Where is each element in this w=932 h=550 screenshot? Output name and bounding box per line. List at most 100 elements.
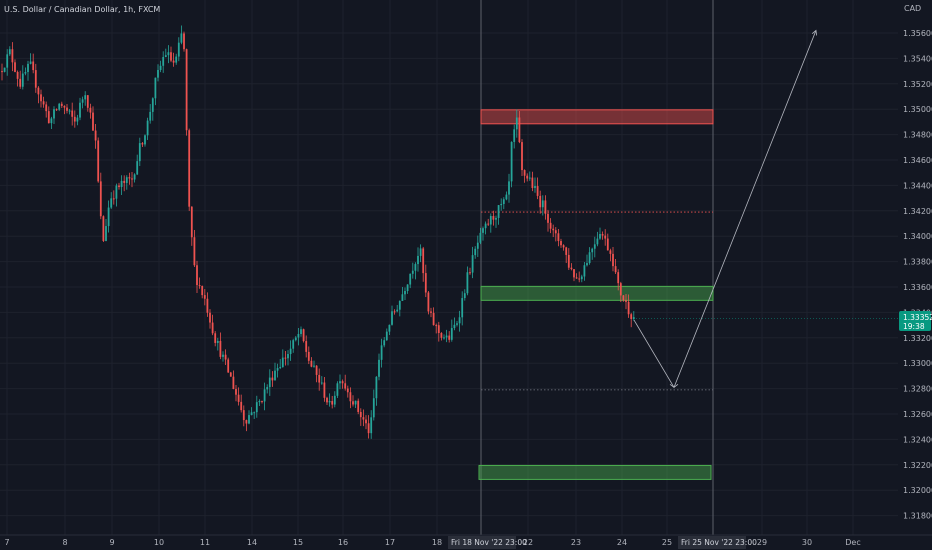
candle-body xyxy=(489,216,492,225)
candle-body xyxy=(47,111,50,124)
candle-body xyxy=(268,377,271,388)
price-axis-panel[interactable] xyxy=(898,0,932,535)
candle-body xyxy=(632,317,635,320)
candle-body xyxy=(193,237,196,266)
candle-body xyxy=(32,61,35,71)
candle-body xyxy=(617,272,620,284)
candle-body xyxy=(484,223,487,229)
candle-body xyxy=(167,52,170,56)
candle-body xyxy=(245,420,248,424)
candle-body xyxy=(107,207,110,227)
candle-body xyxy=(144,135,146,145)
current-price-value: 1.33352 xyxy=(903,313,932,322)
candle-body xyxy=(612,253,614,267)
candle-body xyxy=(417,255,419,265)
candle-body xyxy=(8,49,11,55)
candle-body xyxy=(492,216,495,220)
x-tick-label: 22 xyxy=(523,538,533,547)
candle-body xyxy=(125,177,128,183)
candle-body xyxy=(216,340,219,343)
candle-body xyxy=(190,206,193,238)
candle-body xyxy=(279,367,282,369)
candle-body xyxy=(305,341,308,352)
candle-body xyxy=(440,332,443,338)
candle-body xyxy=(424,273,427,293)
candle-body xyxy=(336,383,339,396)
range-date-label: Fri 18 Nov '22 23:00 xyxy=(451,538,527,547)
candle-body xyxy=(138,143,141,162)
candle-body xyxy=(630,314,633,320)
y-tick-label: 1.33800 xyxy=(903,258,932,267)
y-tick-label: 1.35600 xyxy=(903,29,932,38)
candle-body xyxy=(471,255,474,273)
x-tick-label: 15 xyxy=(293,538,303,547)
projection-path[interactable] xyxy=(633,29,818,389)
candle-body xyxy=(81,99,84,103)
y-tick-label: 1.33200 xyxy=(903,334,932,343)
x-tick-label: 7 xyxy=(4,538,9,547)
candle-body xyxy=(198,285,201,287)
zones[interactable] xyxy=(478,109,714,480)
candle-body xyxy=(45,104,48,112)
projection-arrowhead xyxy=(811,29,818,36)
candle-body xyxy=(619,283,622,296)
supply-zone[interactable] xyxy=(480,109,714,125)
candle-body xyxy=(562,245,565,248)
candle-body xyxy=(58,103,61,110)
candle-body xyxy=(596,238,599,245)
candle-body xyxy=(258,401,261,403)
candle-body xyxy=(79,102,81,118)
candle-body xyxy=(300,329,302,334)
x-tick-label: 30 xyxy=(802,538,812,547)
candle-body xyxy=(515,117,518,130)
candle-body xyxy=(539,195,542,208)
candle-body xyxy=(310,360,313,367)
candle-body xyxy=(19,78,22,87)
candle-body xyxy=(183,33,185,50)
candle-body xyxy=(463,293,466,299)
candle-body xyxy=(513,129,516,142)
candle-body xyxy=(248,415,250,424)
candle-body xyxy=(196,265,198,286)
candle-body xyxy=(375,376,378,399)
candle-body xyxy=(3,67,6,72)
candle-body xyxy=(500,203,503,206)
candle-body xyxy=(73,116,76,122)
candle-body xyxy=(502,199,505,204)
candle-body xyxy=(40,94,42,102)
candle-body xyxy=(474,248,477,256)
candle-body xyxy=(227,359,230,373)
candle-body xyxy=(37,87,40,95)
demand-zone[interactable] xyxy=(478,464,712,480)
candle-body xyxy=(206,298,209,313)
candle-body xyxy=(453,324,456,329)
candle-body xyxy=(112,198,115,200)
x-tick-label: 25 xyxy=(662,538,672,547)
x-tick-label: 18 xyxy=(432,538,442,547)
candle-body xyxy=(14,62,16,72)
y-tick-label: 1.34600 xyxy=(903,156,932,165)
candle-body xyxy=(263,389,266,402)
candle-body xyxy=(456,323,458,325)
candle-body xyxy=(339,381,341,384)
candle-body xyxy=(1,71,3,73)
candle-body xyxy=(580,276,583,280)
demand-zone[interactable] xyxy=(480,285,714,301)
candle-body xyxy=(261,401,263,403)
candle-body xyxy=(346,388,349,393)
candle-body xyxy=(328,401,331,403)
candle-body xyxy=(294,337,297,341)
y-tick-label: 1.32400 xyxy=(903,435,932,444)
y-tick-label: 1.35400 xyxy=(903,54,932,63)
candle-body xyxy=(388,324,391,332)
candle-body xyxy=(128,177,131,179)
y-tick-label: 1.33600 xyxy=(903,283,932,292)
candle-body xyxy=(50,118,53,124)
candle-body xyxy=(599,234,601,239)
candle-body xyxy=(479,232,482,243)
candle-body xyxy=(297,333,300,338)
candle-body xyxy=(614,266,617,273)
candle-body xyxy=(404,291,406,295)
projection-line[interactable] xyxy=(633,30,817,389)
